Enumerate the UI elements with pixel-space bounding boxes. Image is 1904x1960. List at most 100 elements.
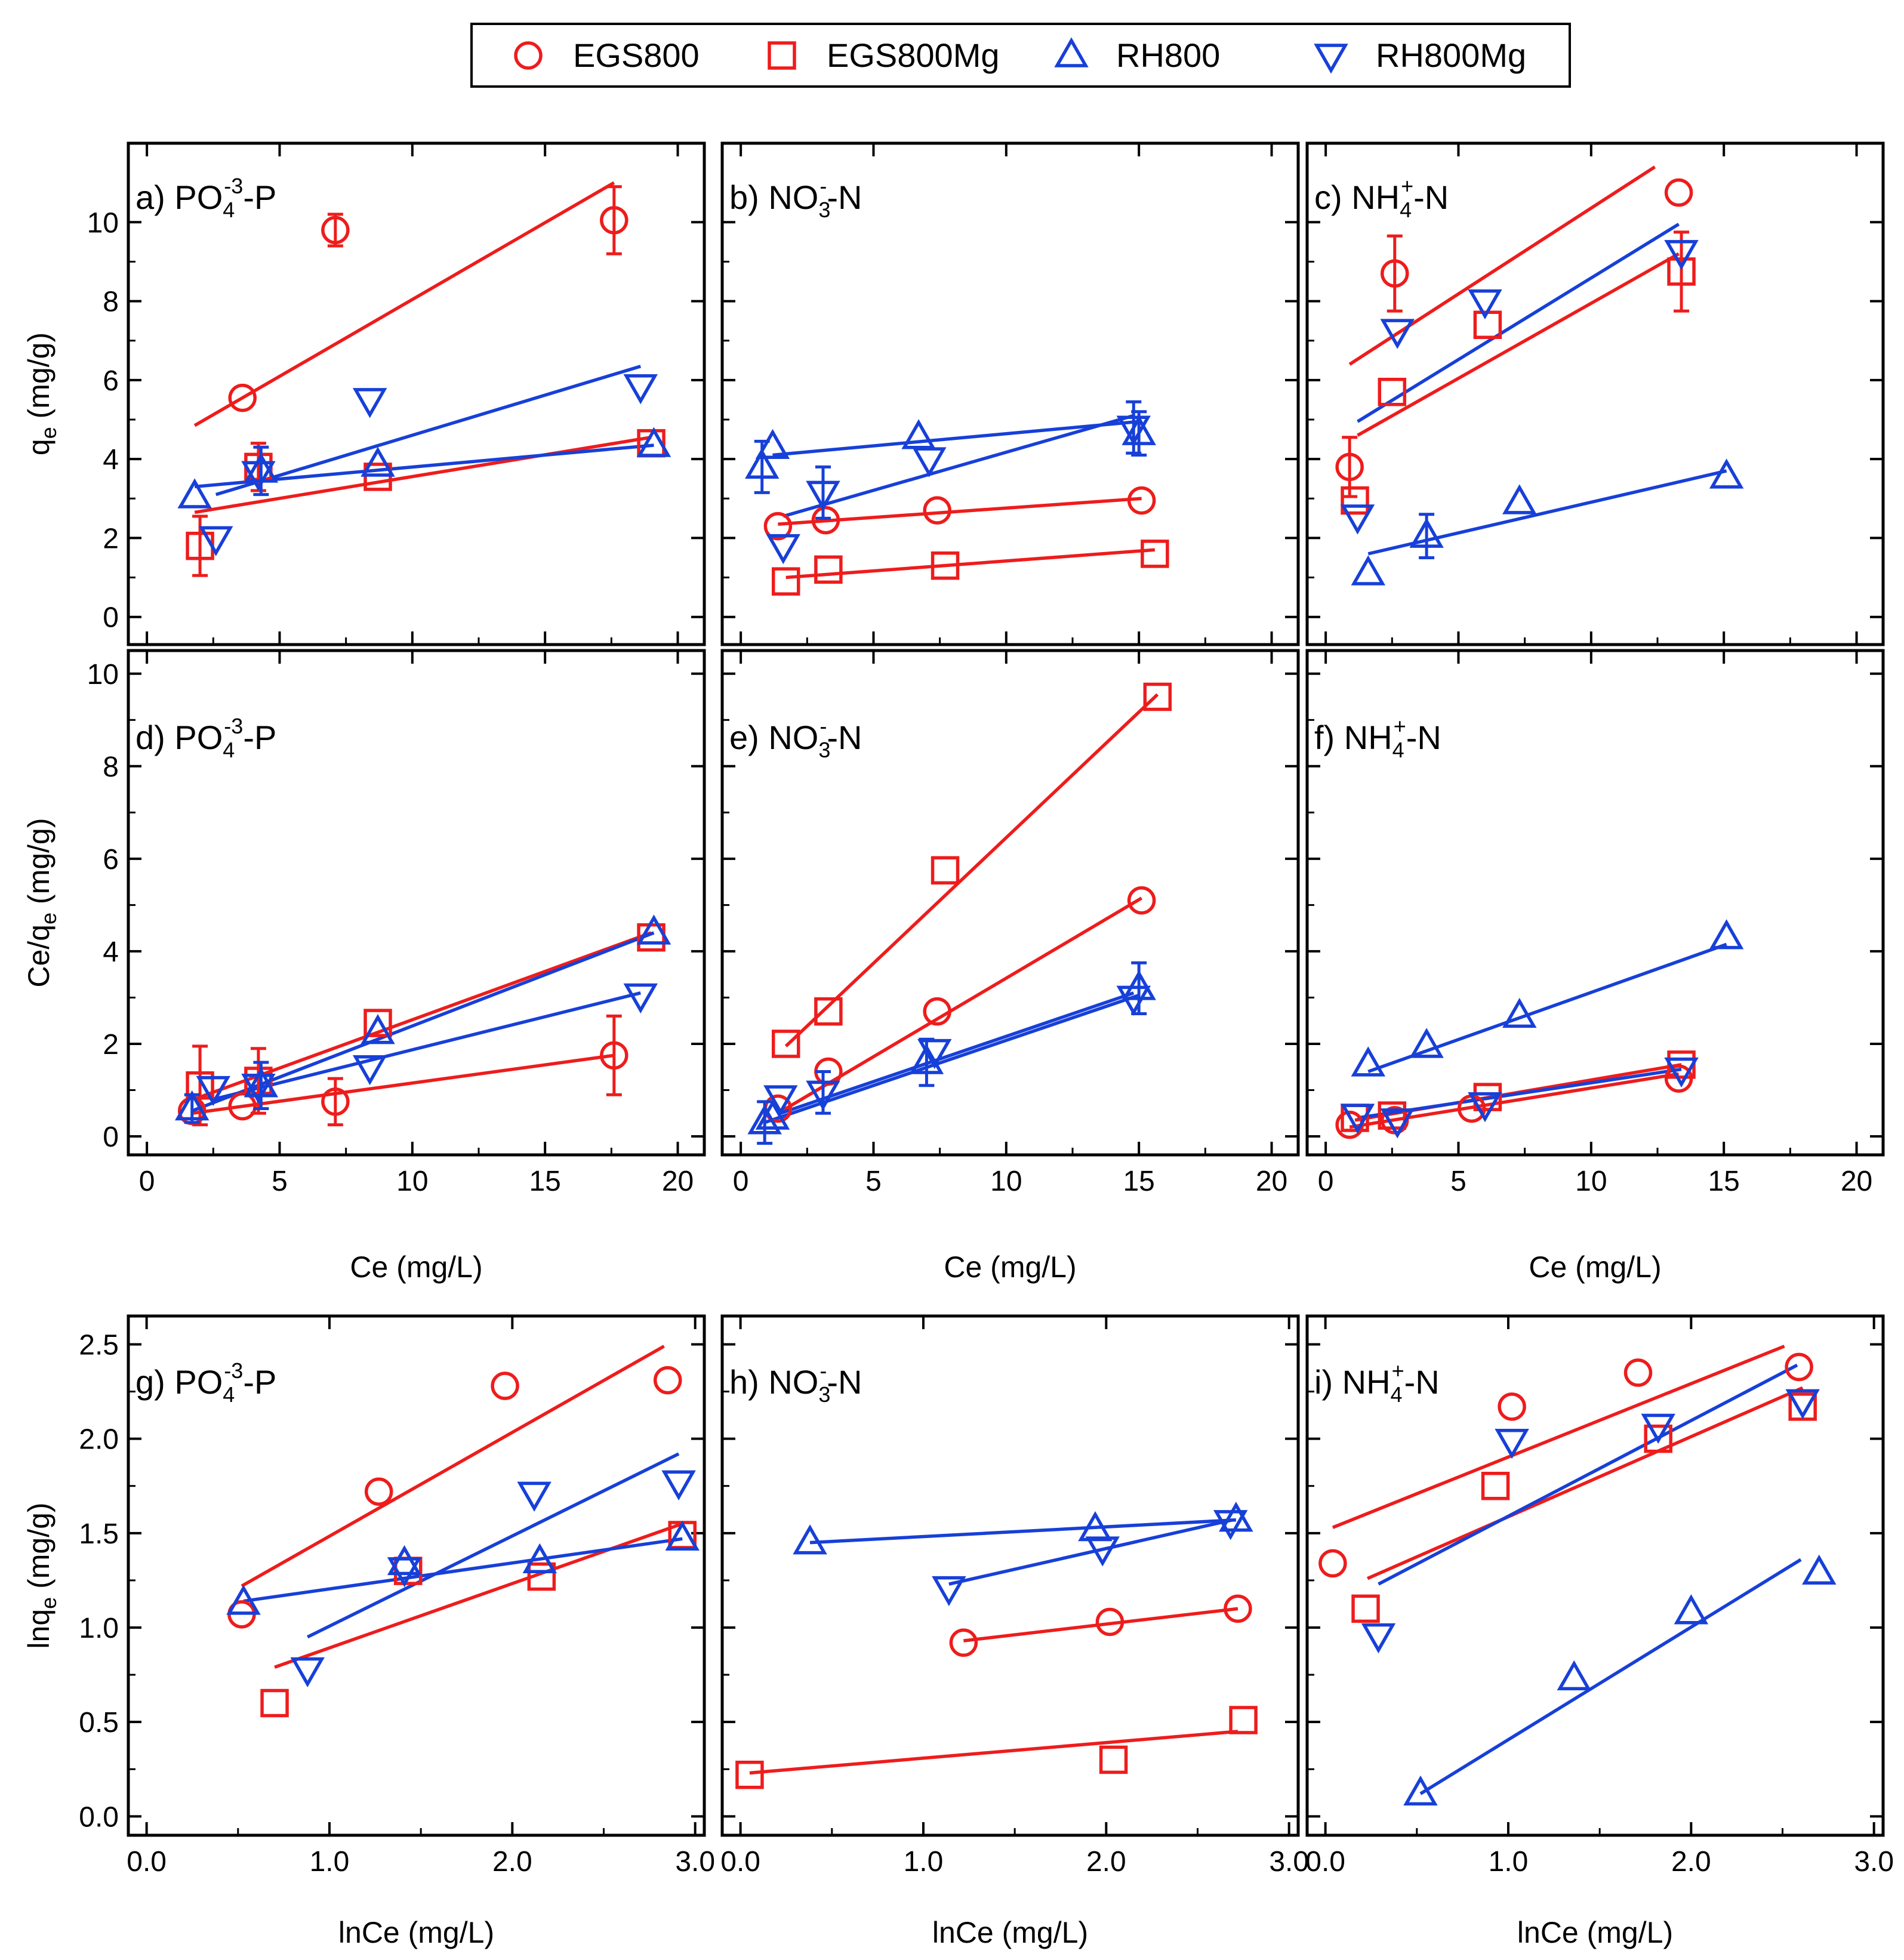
point-egs800 <box>1335 452 1364 482</box>
fit-line-egs800mg <box>785 548 1156 580</box>
legend-label-egs800mg: EGS800Mg <box>827 36 1000 74</box>
point-egs800 <box>949 1628 978 1657</box>
x-tick-label: 5 <box>1450 1166 1466 1197</box>
point-rh800mg <box>1641 1413 1675 1444</box>
error-bar-egs800 <box>606 185 622 255</box>
y-tick-label: 2 <box>103 523 119 554</box>
y-tick-label: 0.0 <box>79 1801 119 1833</box>
point-egs800 <box>600 1041 628 1070</box>
point-egs800mg <box>814 555 843 584</box>
x-axis-title: Ce (mg/L) <box>1529 1250 1661 1284</box>
point-rh800mg <box>1116 985 1151 1016</box>
point-rh800 <box>1802 1554 1837 1585</box>
point-rh800mg <box>1340 504 1375 535</box>
point-egs800mg <box>527 1562 556 1591</box>
point-egs800mg <box>1667 257 1696 286</box>
point-egs800 <box>321 215 350 245</box>
legend-marker-egs800mg <box>768 41 796 70</box>
point-rh800mg <box>1664 240 1699 270</box>
error-bar-egs800 <box>1387 234 1403 313</box>
point-egs800 <box>811 506 840 535</box>
point-egs800mg <box>735 1761 764 1789</box>
point-rh800mg <box>1340 1104 1375 1134</box>
x-axis-title: Ce (mg/L) <box>350 1250 482 1284</box>
panel-label: i) NH4+-N <box>1314 1358 1440 1407</box>
legend-marker-rh800mg <box>1314 44 1348 74</box>
fit-line-egs800mg <box>274 1522 683 1669</box>
point-egs800 <box>228 1092 257 1121</box>
point-egs800mg <box>1341 486 1369 515</box>
x-tick-label: 20 <box>662 1166 694 1197</box>
point-egs800mg <box>1473 310 1502 340</box>
point-rh800 <box>636 427 671 457</box>
point-egs800 <box>1127 886 1156 915</box>
panel-label: a) PO4-3-P <box>135 174 276 222</box>
point-rh800mg <box>352 388 387 418</box>
fit-line-rh800mg <box>780 991 1135 1115</box>
panel-label: g) PO4-3-P <box>135 1358 276 1407</box>
panel-b: b) NO3--N <box>720 141 1300 646</box>
y-axis-title: qe (mg/g) <box>22 332 61 455</box>
panel-label: c) NH4+-N <box>1314 174 1449 222</box>
y-tick-label: 10 <box>87 207 119 239</box>
point-rh800 <box>1409 1028 1444 1058</box>
legend-label-rh800: RH800 <box>1116 36 1220 74</box>
panel-label: h) NO3--N <box>729 1358 862 1407</box>
point-rh800mg <box>912 447 947 477</box>
panel-g: 0.0 0.5 1.0 1.5 2.0 2.5 0.0 1.0 2.0 3.0 lnCe (mg/L… <box>22 1314 715 1949</box>
point-egs800mg <box>1141 540 1169 568</box>
x-tick-label: 3.0 <box>1269 1846 1309 1878</box>
fit-line-egs800mg <box>784 693 1159 1047</box>
x-tick-label: 15 <box>1123 1166 1154 1197</box>
point-egs800mg <box>931 551 960 580</box>
point-rh800 <box>1674 1594 1709 1625</box>
y-tick-label: 6 <box>103 365 119 397</box>
panel-label: f) NH4+-N <box>1314 714 1441 762</box>
point-egs800mg <box>814 997 843 1026</box>
point-rh800mg <box>241 1073 276 1104</box>
fit-line-rh800mg <box>948 1518 1233 1586</box>
y-tick-label: 4 <box>103 444 119 476</box>
point-egs800mg <box>1473 1083 1502 1111</box>
point-egs800 <box>600 206 628 235</box>
point-rh800 <box>387 1545 422 1576</box>
y-tick-label: 1.0 <box>79 1613 119 1644</box>
point-egs800 <box>1381 259 1409 288</box>
point-rh800mg <box>352 1055 387 1086</box>
point-egs800mg <box>931 856 960 885</box>
point-egs800mg <box>771 567 800 596</box>
legend: EGS800 EGS800Mg RH800 RH800Mg <box>470 23 1571 88</box>
legend-marker-rh800 <box>1054 37 1089 67</box>
fit-line-egs800mg <box>1357 252 1680 437</box>
x-tick-label: 0.0 <box>720 1846 760 1878</box>
x-tick-label: 0.0 <box>127 1846 167 1878</box>
fit-line-rh800mg <box>1378 1363 1798 1586</box>
x-axis-title: lnCe (mg/L) <box>932 1916 1088 1949</box>
point-rh800mg <box>1785 1389 1820 1419</box>
panel-label: b) NO3--N <box>729 174 862 222</box>
point-rh800 <box>1709 919 1744 950</box>
point-rh800mg <box>623 983 658 1014</box>
x-tick-label: 1.0 <box>904 1846 944 1878</box>
fit-line-rh800 <box>1367 942 1727 1074</box>
y-tick-label: 2.0 <box>79 1424 119 1456</box>
plot-frame <box>127 141 706 646</box>
panel-c: c) NH4+-N <box>1305 141 1885 646</box>
x-tick-label: 2.0 <box>492 1846 532 1878</box>
legend-box <box>470 23 1571 88</box>
panel-e: 0 5 10 15 20 Ce (mg/L) e) NO3--N <box>720 649 1300 1284</box>
x-axis-title: lnCe (mg/L) <box>338 1916 494 1949</box>
fit-line-rh800 <box>1419 1558 1802 1795</box>
point-egs800 <box>1498 1392 1526 1421</box>
fit-line-rh800 <box>809 1518 1236 1545</box>
point-egs800 <box>923 997 951 1026</box>
point-egs800mg <box>1143 682 1172 711</box>
point-rh800mg <box>241 461 276 491</box>
y-tick-label: 6 <box>103 844 119 876</box>
fit-line-rh800mg <box>782 414 1135 518</box>
point-rh800mg <box>1664 1057 1699 1088</box>
x-axis-title: Ce (mg/L) <box>944 1250 1076 1284</box>
y-axis-title: lnqe (mg/g) <box>22 1502 61 1648</box>
point-rh800 <box>226 1585 261 1615</box>
